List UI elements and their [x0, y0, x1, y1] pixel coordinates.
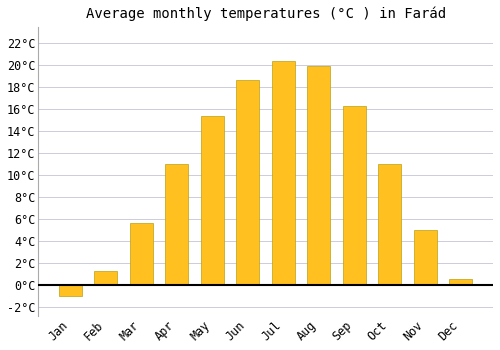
- Bar: [94, 271, 118, 285]
- Bar: [272, 61, 295, 285]
- Bar: [130, 223, 153, 285]
- Bar: [236, 79, 260, 285]
- Title: Average monthly temperatures (°C ) in Farád: Average monthly temperatures (°C ) in Fa…: [86, 7, 446, 21]
- Bar: [201, 116, 224, 285]
- Bar: [450, 279, 472, 285]
- Bar: [308, 66, 330, 285]
- Bar: [414, 230, 437, 285]
- Bar: [343, 106, 366, 285]
- Bar: [59, 285, 82, 296]
- Bar: [378, 164, 402, 285]
- Bar: [166, 164, 188, 285]
